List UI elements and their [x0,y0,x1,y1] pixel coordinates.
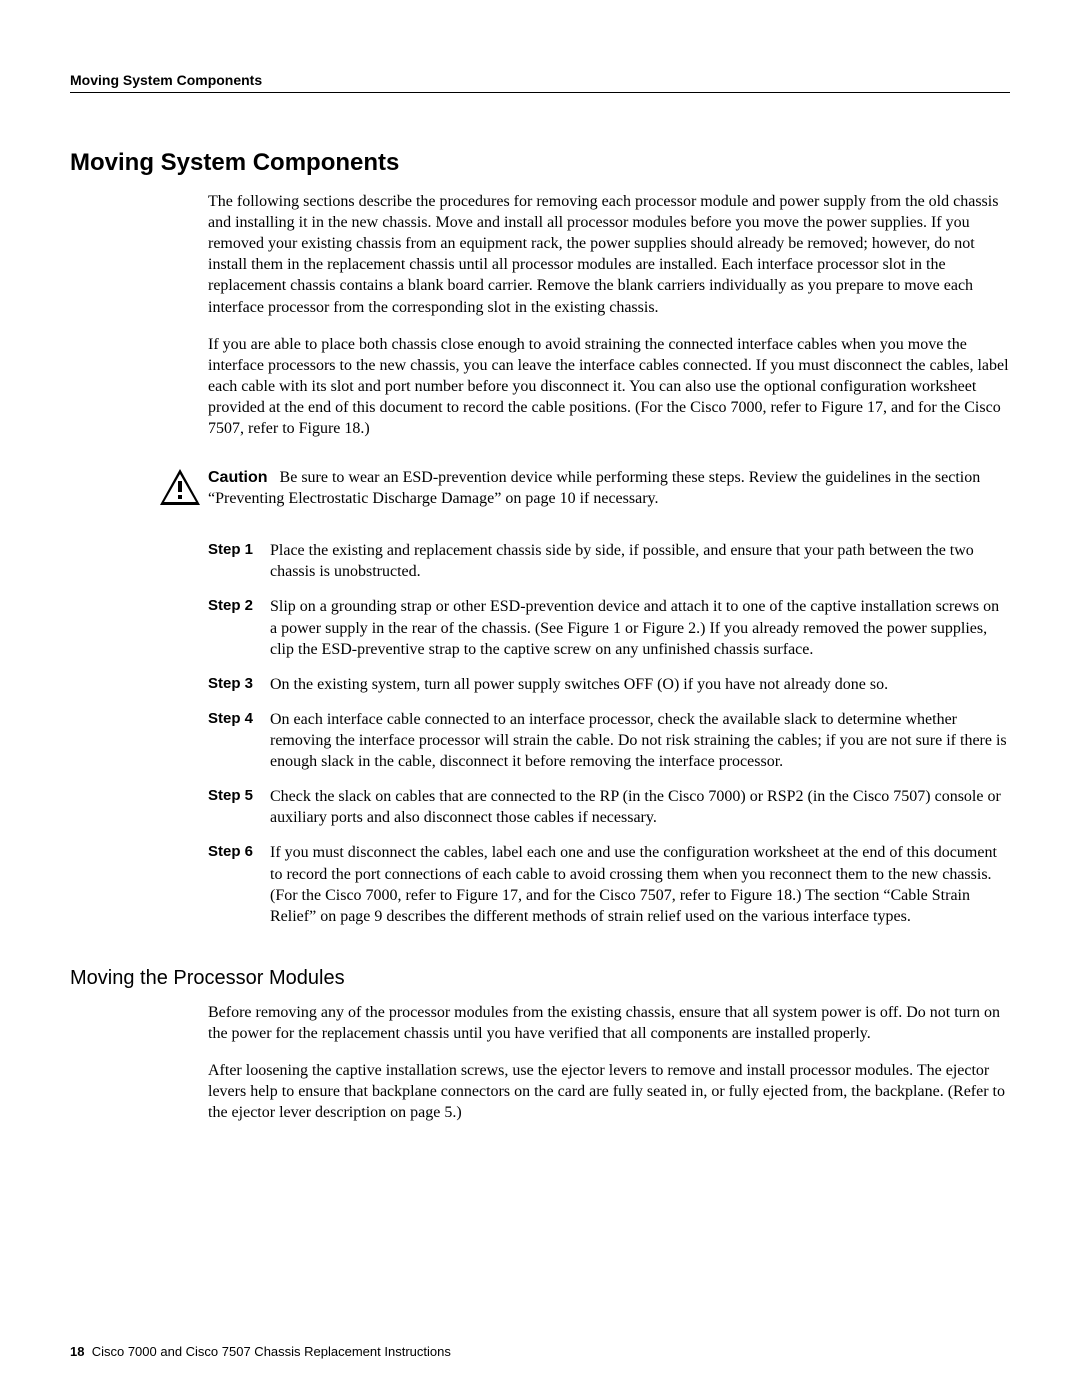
step-row: Step 2 Slip on a grounding strap or othe… [208,596,1010,659]
footer-title: Cisco 7000 and Cisco 7507 Chassis Replac… [92,1344,451,1359]
footer: 18 Cisco 7000 and Cisco 7507 Chassis Rep… [70,1344,451,1359]
sub-paragraph-2: After loosening the captive installation… [208,1060,1010,1123]
step-row: Step 1 Place the existing and replacemen… [208,540,1010,582]
caution-body: Be sure to wear an ESD-prevention device… [208,469,980,507]
sub-block: Before removing any of the processor mod… [208,1002,1010,1124]
step-label: Step 6 [208,842,270,926]
step-text: Slip on a grounding strap or other ESD-p… [270,596,1010,659]
running-header: Moving System Components [70,72,1010,88]
caution-text: Caution Be sure to wear an ESD-preventio… [208,467,1010,509]
page-number: 18 [70,1344,84,1359]
step-text: Place the existing and replacement chass… [270,540,1010,582]
step-label: Step 2 [208,596,270,659]
caution-icon [158,467,208,512]
step-row: Step 6 If you must disconnect the cables… [208,842,1010,926]
step-row: Step 3 On the existing system, turn all … [208,674,1010,695]
step-row: Step 5 Check the slack on cables that ar… [208,786,1010,828]
heading-sub: Moving the Processor Modules [70,967,1010,990]
header-rule [70,92,1010,93]
step-label: Step 3 [208,674,270,695]
sub-paragraph-1: Before removing any of the processor mod… [208,1002,1010,1044]
step-text: On each interface cable connected to an … [270,709,1010,772]
step-row: Step 4 On each interface cable connected… [208,709,1010,772]
step-text: Check the slack on cables that are conne… [270,786,1010,828]
step-text: On the existing system, turn all power s… [270,674,1010,695]
step-label: Step 4 [208,709,270,772]
step-text: If you must disconnect the cables, label… [270,842,1010,926]
step-label: Step 5 [208,786,270,828]
intro-paragraph-1: The following sections describe the proc… [208,191,1010,318]
caution-block: Caution Be sure to wear an ESD-preventio… [70,467,1010,512]
intro-block: The following sections describe the proc… [208,191,1010,439]
heading-main: Moving System Components [70,149,1010,177]
steps-list: Step 1 Place the existing and replacemen… [208,540,1010,927]
intro-paragraph-2: If you are able to place both chassis cl… [208,334,1010,440]
step-label: Step 1 [208,540,270,582]
caution-label: Caution [208,469,268,486]
